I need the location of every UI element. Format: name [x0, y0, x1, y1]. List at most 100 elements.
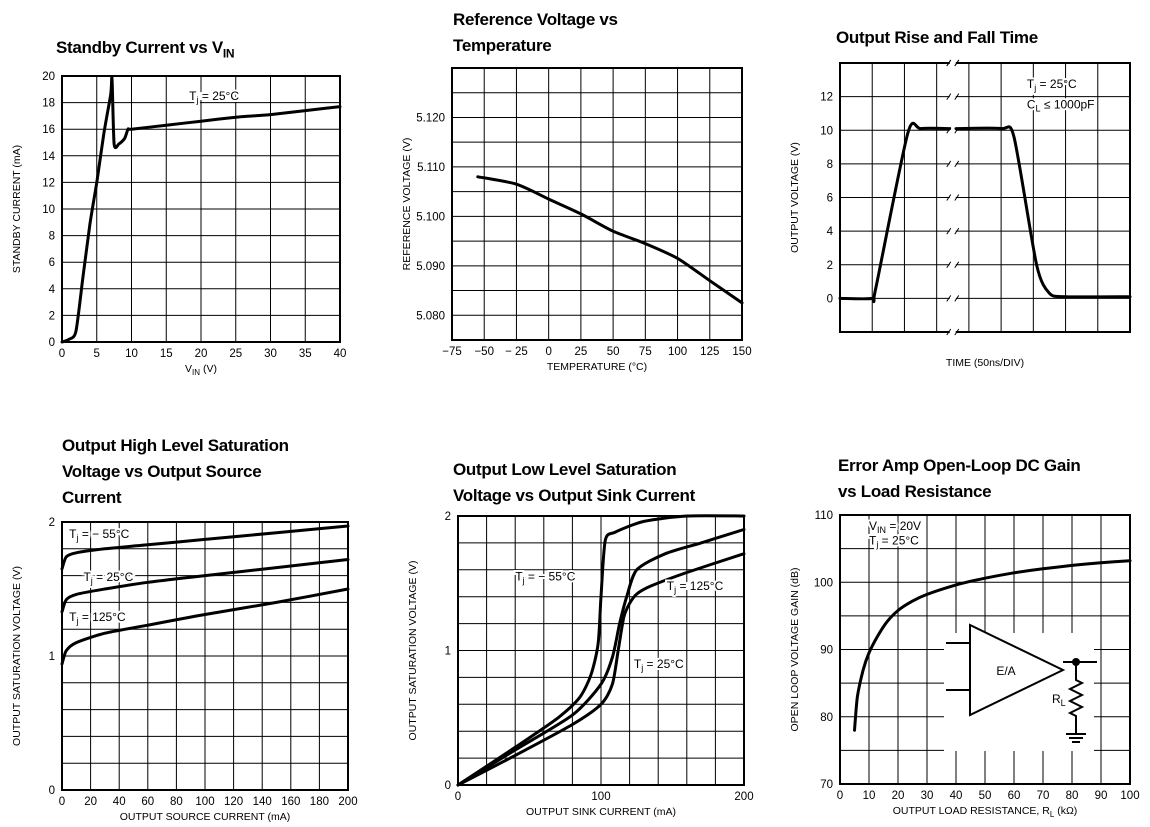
break-mark: [954, 160, 960, 168]
x-axis-label: VIN (V): [185, 363, 217, 377]
grid: [457, 515, 745, 786]
y-tick-label: 2: [827, 260, 833, 272]
annotation-label: Tj = 25°C: [189, 89, 239, 105]
chart-title: Output Rise and Fall Time: [836, 25, 1038, 51]
break-mark: [954, 227, 960, 235]
y-tick-label: 18: [42, 98, 55, 110]
break-mark: [946, 261, 952, 269]
x-tick-label: 100: [195, 796, 214, 808]
error-amp-schematic: E/A RL: [944, 623, 1097, 751]
series-line: [60, 558, 350, 614]
y-tick-label: 12: [820, 92, 833, 104]
break-mark: [954, 261, 960, 269]
plot-frame: [451, 67, 743, 341]
x-tick-label: 120: [224, 796, 243, 808]
chart-error-amp-gain: Error Amp Open-Loop DC Gain vs Load Resis…: [760, 395, 1150, 827]
annotation-label: Tj = 25°C: [634, 657, 684, 673]
annotation-label: Tj = 125°C: [667, 579, 724, 595]
chart-title: Output Low Level Saturation Voltage vs Ou…: [453, 457, 695, 509]
x-tick-label: 70: [1037, 790, 1050, 802]
x-tick-label: 25: [574, 346, 587, 358]
y-tick-label: 8: [49, 231, 55, 243]
x-tick-label: 30: [264, 348, 277, 360]
break-mark: [954, 93, 960, 100]
x-tick-label: 5: [94, 348, 100, 360]
y-tick-label: 0: [49, 785, 55, 797]
y-tick-label: 10: [42, 204, 55, 216]
x-tick-label: 10: [125, 348, 138, 360]
x-tick-label: 40: [113, 796, 126, 808]
plot-frame: [61, 75, 341, 343]
annotation-label: Tj = 25°C: [1027, 77, 1077, 93]
chart-high-level-saturation: Output High Level Saturation Voltage vs O…: [0, 395, 380, 827]
y-tick-label: 4: [827, 226, 834, 238]
y-tick-label: 80: [820, 712, 833, 724]
y-tick-label: 90: [820, 645, 833, 657]
resistor-label: RL: [1052, 692, 1066, 708]
axis-break-gap: [949, 55, 956, 340]
series-line: [838, 121, 952, 304]
y-tick-label: 5.110: [417, 162, 445, 174]
break-mark: [954, 194, 960, 201]
break-mark: [946, 59, 952, 67]
x-tick-label: − 25: [505, 346, 528, 358]
chart-reference-voltage: Reference Voltage vs Temperature −75 −50 − …: [380, 0, 760, 395]
break-mark: [954, 295, 960, 302]
y-tick-label: 6: [827, 193, 833, 205]
y-tick-label: 5.080: [416, 310, 445, 322]
x-tick-label: 25: [229, 348, 242, 360]
grid: [61, 521, 349, 791]
x-tick-label: 80: [1066, 790, 1079, 802]
x-tick-label: 20: [84, 796, 97, 808]
y-tick-label: 70: [820, 779, 833, 791]
x-tick-label: −75: [442, 346, 462, 358]
x-tick-label: 0: [59, 796, 65, 808]
y-tick-label: 5.090: [416, 261, 445, 273]
x-tick-label: 90: [1095, 790, 1108, 802]
x-tick-label: 180: [310, 796, 329, 808]
y-axis-label: OUTPUT SATURATION VOLTAGE (V): [407, 561, 419, 741]
annotation-label: Tj = 25°C: [869, 534, 919, 550]
y-tick-label: 0: [827, 293, 833, 305]
x-tick-label: 40: [950, 790, 963, 802]
series-line: [60, 524, 350, 571]
x-tick-label: 30: [921, 790, 934, 802]
chart-low-level-saturation: Output Low Level Saturation Voltage vs Ou…: [380, 395, 760, 827]
x-axis-label: OUTPUT LOAD RESISTANCE, RL (kΩ): [893, 805, 1078, 819]
series-line: [60, 587, 350, 666]
x-tick-label: 100: [591, 791, 610, 803]
x-tick-label: 160: [281, 796, 300, 808]
annotation-label: Tj = 125°C: [69, 610, 126, 626]
x-tick-label: 80: [170, 796, 183, 808]
y-tick-label: 2: [49, 517, 55, 529]
x-tick-label: 75: [639, 346, 652, 358]
y-tick-label: 12: [42, 177, 55, 189]
series-line: [456, 514, 746, 787]
chart-title-line: Voltage vs Output Sink Current: [453, 486, 695, 505]
break-mark: [946, 328, 952, 336]
chart-title: Reference Voltage vs Temperature: [453, 7, 618, 59]
chart-plot: 0 2 4 6 8 10 12 TIME (50ns/DIV) OUTPUT VOLTAGE (…: [789, 55, 1132, 369]
series-line: [853, 559, 1132, 732]
plot-frame: [457, 515, 745, 786]
break-mark: [946, 295, 952, 302]
chart-title-line: Standby Current vs VIN: [56, 38, 235, 61]
plot-frame: [61, 521, 349, 791]
x-axis-label: OUTPUT SINK CURRENT (mA): [526, 806, 676, 818]
y-tick-label: 5.120: [416, 112, 445, 124]
break-mark: [946, 160, 952, 168]
y-axis-label: OUTPUT VOLTAGE (V): [789, 142, 801, 253]
chart-title: Error Amp Open-Loop DC Gain vs Load Resis…: [838, 453, 1081, 505]
chart-title: Standby Current vs VIN: [56, 35, 235, 66]
x-tick-label: 0: [455, 791, 461, 803]
annotation-label: Tj = 25°C: [83, 570, 133, 586]
y-tick-label: 110: [815, 510, 833, 522]
y-tick-label: 4: [49, 284, 56, 296]
x-tick-label: 200: [338, 796, 357, 808]
chart-title-line: Voltage vs Output Source: [62, 462, 262, 481]
x-tick-label: 0: [545, 346, 551, 358]
chart-plot: 0 100 200 0 1 2 OUTPUT SINK CURRENT (mA) OUTPUT…: [407, 511, 754, 818]
y-axis-label: REFERENCE VOLTAGE (V): [401, 138, 413, 271]
y-tick-label: 6: [49, 257, 55, 269]
break-mark: [946, 93, 952, 100]
